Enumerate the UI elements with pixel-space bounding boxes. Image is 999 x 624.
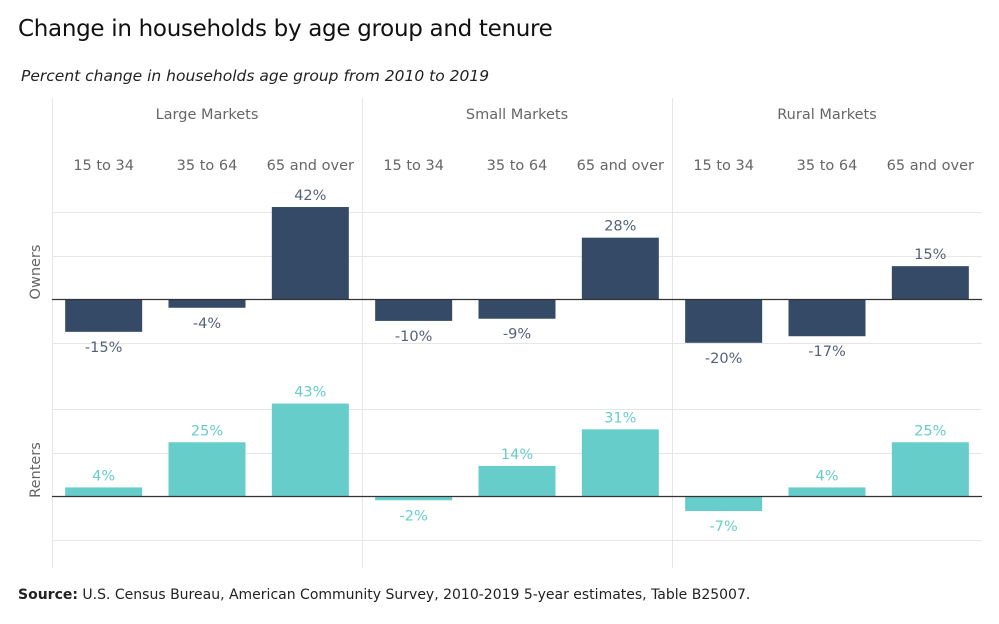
bar[interactable] (685, 299, 763, 343)
bar[interactable] (891, 266, 969, 299)
data-label: 25% (914, 423, 946, 439)
category-label: 15 to 34 (693, 158, 754, 174)
bar[interactable] (65, 299, 143, 332)
data-label: -7% (710, 519, 738, 535)
category-label: 15 to 34 (383, 158, 444, 174)
category-label: 35 to 64 (487, 158, 548, 174)
bar[interactable] (581, 237, 659, 299)
data-label: -2% (400, 508, 428, 524)
data-label: 42% (294, 188, 326, 204)
category-label: 65 and over (577, 158, 664, 174)
data-label: 31% (604, 410, 636, 426)
bar[interactable] (478, 299, 556, 319)
data-label: -4% (193, 316, 221, 332)
panel-header: Small Markets (466, 107, 568, 123)
source-text: U.S. Census Bureau, American Community S… (82, 587, 751, 603)
bar[interactable] (375, 299, 453, 321)
row-label: Renters (28, 442, 44, 498)
data-label: -20% (705, 351, 742, 367)
data-label: 15% (914, 247, 946, 263)
data-label: 43% (294, 385, 326, 401)
bar[interactable] (685, 496, 763, 512)
data-label: 14% (501, 447, 533, 463)
data-label: -17% (808, 344, 845, 360)
bar[interactable] (788, 487, 866, 496)
data-label: 4% (815, 468, 838, 484)
data-label: -10% (395, 329, 432, 345)
panel-header: Large Markets (156, 107, 259, 123)
bar[interactable] (271, 403, 349, 496)
bar[interactable] (168, 442, 246, 496)
panel-header: Rural Markets (777, 107, 877, 123)
data-label: -9% (503, 327, 531, 343)
category-label: 15 to 34 (73, 158, 134, 174)
bar[interactable] (168, 299, 246, 308)
category-label: 65 and over (267, 158, 354, 174)
data-label: 4% (92, 468, 115, 484)
bar[interactable] (271, 207, 349, 299)
bar[interactable] (581, 429, 659, 496)
bar[interactable] (788, 299, 866, 337)
source-label: Source: (18, 587, 78, 603)
bar[interactable] (65, 487, 143, 496)
category-label: 65 and over (887, 158, 974, 174)
chart-title: Change in households by age group and te… (18, 16, 553, 42)
data-label: 25% (191, 423, 223, 439)
row-label: Owners (28, 245, 44, 300)
category-label: 35 to 64 (177, 158, 238, 174)
data-label: -15% (85, 340, 122, 356)
category-label: 35 to 64 (797, 158, 858, 174)
bar[interactable] (891, 442, 969, 496)
data-label: 28% (604, 219, 636, 235)
chart-subtitle: Percent change in households age group f… (21, 67, 490, 85)
bar[interactable] (478, 465, 556, 496)
bar[interactable] (375, 496, 453, 501)
source-note: Source: U.S. Census Bureau, American Com… (18, 587, 750, 603)
